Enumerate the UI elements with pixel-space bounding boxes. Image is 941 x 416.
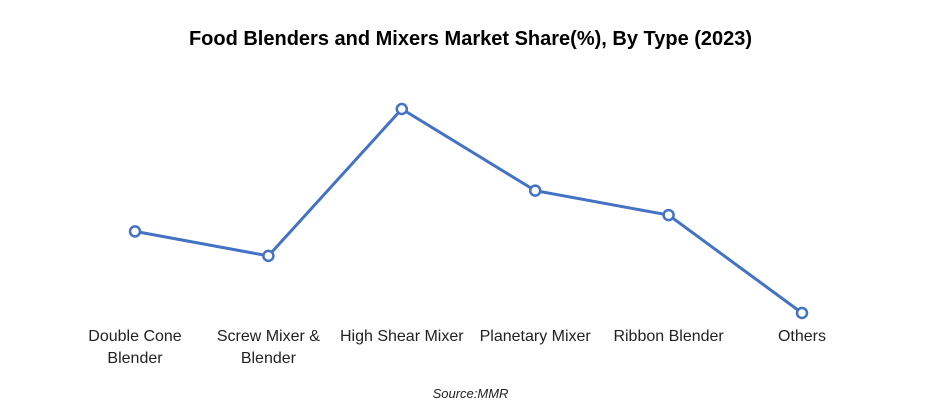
- source: Source:MMR: [432, 386, 509, 401]
- point: [395, 102, 409, 116]
- x-tick-label: Planetary Mixer: [479, 328, 591, 345]
- x-tick-label: Others: [777, 328, 826, 345]
- chart-title: Food Blenders and Mixers Market Share(%)…: [188, 28, 753, 50]
- point: [262, 249, 275, 263]
- point: [795, 306, 809, 320]
- x-tick-label: Ribbon Blender: [613, 328, 724, 345]
- x-tick-label: Double Cone Blender: [88, 328, 182, 367]
- x-tick-label: High Shear Mixer: [339, 328, 464, 345]
- point: [528, 184, 542, 197]
- series-line: [134, 107, 803, 315]
- point: [128, 225, 142, 238]
- x-tick-label: Screw Mixer & Blender: [216, 328, 320, 367]
- point: [662, 208, 675, 222]
